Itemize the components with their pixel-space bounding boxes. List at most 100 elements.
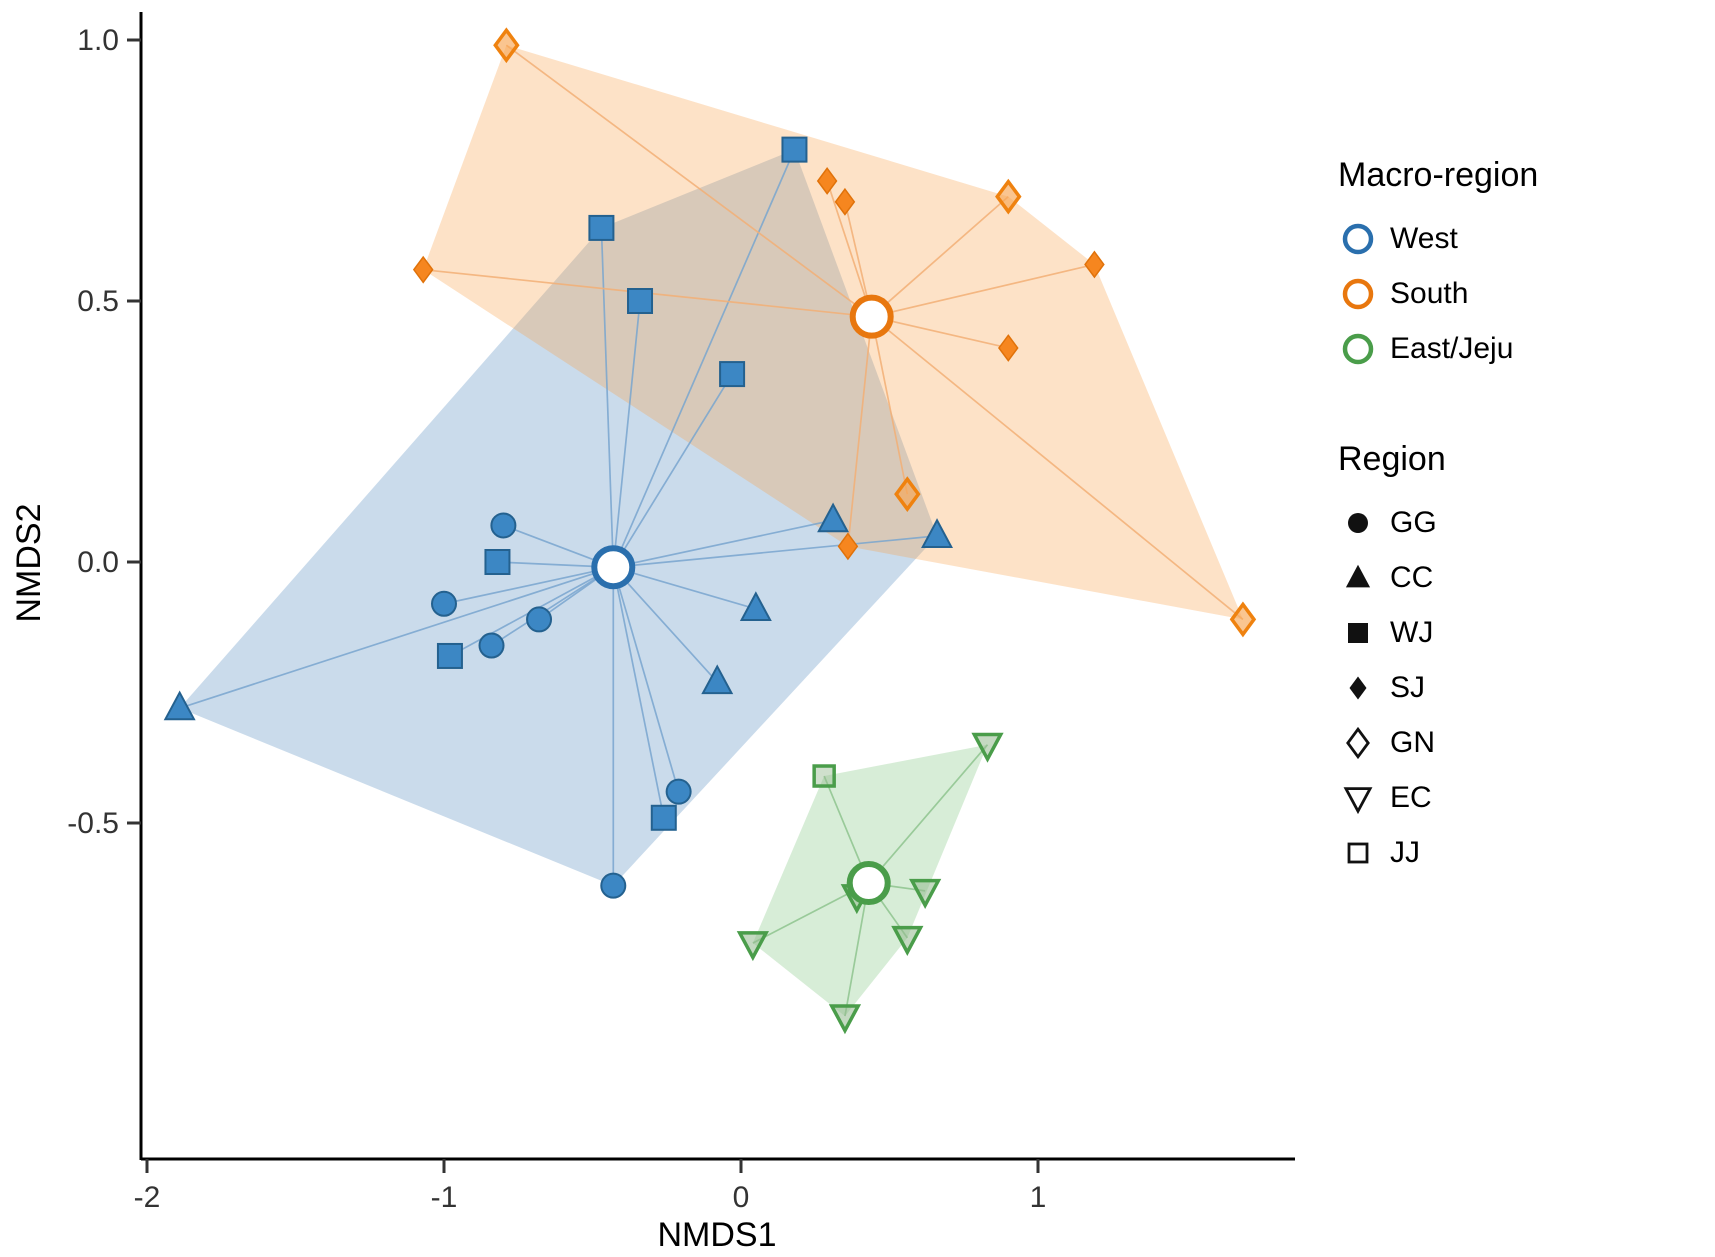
point-WJ: [650, 804, 677, 831]
region-shape-glyph: [1347, 842, 1369, 863]
point-CC: [739, 591, 772, 622]
spider-line-West: [613, 519, 834, 569]
open-circle-icon: [1338, 274, 1378, 314]
spider-line-South: [871, 316, 1244, 621]
point-GN: [995, 178, 1022, 215]
legend: Macro-region West South East/Jeju Region G…: [1338, 156, 1538, 880]
y-tick-label: 1.0: [77, 24, 119, 57]
point-EC: [909, 878, 942, 909]
legend-item-region-jj: JJ: [1338, 825, 1538, 880]
diamond-open-icon: [1338, 723, 1378, 763]
square-open-icon: [1338, 833, 1378, 873]
legend-label: WJ: [1390, 615, 1434, 649]
circle-filled-icon: [1338, 503, 1378, 543]
spider-line-East/Jeju: [844, 882, 870, 1017]
macro-region-legend-title: Macro-region: [1338, 156, 1539, 194]
spider-line-West: [612, 567, 665, 818]
region-shape-glyph: [1346, 726, 1370, 759]
point-CC: [817, 502, 850, 533]
spider-line-West: [612, 149, 796, 568]
centroid-East/Jeju: [846, 861, 891, 906]
legend-item-macro-south: South: [1338, 266, 1538, 321]
region-shape-glyph: [1343, 786, 1373, 814]
nmds-plot-canvas: -2 -1 0 1 -0.5 0.0 0.5 1.0 NMDS1 NMDS2: [10, 12, 1295, 1254]
open-circle-icon: [1338, 329, 1378, 369]
legend-item-region-wj: WJ: [1338, 605, 1538, 660]
point-GG: [490, 512, 517, 539]
spider-line-West: [612, 566, 718, 683]
point-WJ: [484, 549, 511, 575]
spider-line-South: [870, 316, 909, 495]
spider-line-West: [612, 566, 680, 792]
point-WJ: [719, 361, 746, 388]
legend-label: GN: [1390, 725, 1435, 759]
point-GN: [894, 476, 921, 513]
region-shape-glyph: [1348, 622, 1368, 643]
legend-label: West: [1390, 221, 1458, 255]
spider-line-West: [491, 566, 614, 647]
legend-label: East/Jeju: [1390, 331, 1514, 365]
spider-line-South: [871, 315, 1009, 349]
legend-label: SJ: [1390, 670, 1426, 704]
spider-line-West: [613, 535, 938, 569]
point-EC: [736, 931, 770, 962]
legend-item-region-ec: EC: [1338, 770, 1538, 825]
y-tick-label: -0.5: [67, 807, 119, 840]
region-legend-title: Region: [1338, 440, 1446, 478]
legend-label: JJ: [1390, 835, 1420, 869]
spider-line-South: [871, 195, 1009, 318]
point-EC: [891, 925, 924, 956]
spider-line-South: [847, 316, 873, 547]
spider-line-West: [612, 373, 733, 568]
diamond-filled-icon: [1338, 668, 1378, 708]
point-CC: [163, 690, 196, 721]
macro-circle-glyph: [1342, 333, 1374, 364]
point-WJ: [781, 136, 808, 163]
point-JJ: [812, 764, 836, 788]
point-GG: [526, 606, 553, 633]
region-shape-glyph: [1345, 564, 1371, 587]
legend-item-region-gg: GG: [1338, 495, 1538, 550]
legend-item-region-cc: CC: [1338, 550, 1538, 605]
convex-hull-South: [423, 45, 1243, 620]
triangle-up-filled-icon: [1338, 558, 1378, 598]
macro-circle-glyph: [1342, 223, 1374, 254]
point-GG: [478, 632, 505, 659]
spider-line-West: [179, 566, 614, 709]
point-SJ: [1084, 250, 1105, 279]
point-WJ: [627, 288, 654, 314]
point-WJ: [588, 214, 615, 241]
point-CC: [701, 664, 734, 695]
region-legend-items: GG CC WJ SJ GN EC JJ: [1338, 495, 1538, 880]
spider-line-West: [600, 227, 615, 568]
open-circle-icon: [1338, 219, 1378, 259]
point-GG: [431, 590, 457, 617]
spider-line-West: [443, 566, 614, 605]
legend-item-macro-west: West: [1338, 211, 1538, 266]
point-EC: [971, 732, 1004, 763]
macro-region-legend-items: West South East/Jeju: [1338, 211, 1538, 376]
x-tick-label: -1: [431, 1181, 458, 1214]
legend-label: EC: [1390, 780, 1432, 814]
y-tick-label: 0.5: [77, 285, 119, 318]
legend-item-region-gn: GN: [1338, 715, 1538, 770]
legend-item-region-sj: SJ: [1338, 660, 1538, 715]
point-SJ: [837, 532, 859, 561]
macro-circle-glyph: [1342, 278, 1374, 309]
x-axis-title: NMDS1: [657, 1216, 776, 1254]
square-filled-icon: [1338, 613, 1378, 653]
region-shape-glyph: [1348, 512, 1368, 533]
point-CC: [921, 518, 953, 548]
legend-label: South: [1390, 276, 1469, 310]
x-tick-label: -2: [134, 1181, 161, 1214]
point-GN: [1229, 601, 1257, 638]
legend-label: CC: [1390, 560, 1434, 594]
spider-line-West: [612, 300, 641, 568]
spider-line-South: [871, 263, 1095, 318]
x-tick-label: 0: [733, 1181, 750, 1214]
point-GN: [493, 27, 520, 64]
spider-line-South: [826, 180, 873, 317]
legend-item-macro-east-jeju: East/Jeju: [1338, 321, 1538, 376]
y-axis-title: NMDS2: [10, 503, 48, 622]
